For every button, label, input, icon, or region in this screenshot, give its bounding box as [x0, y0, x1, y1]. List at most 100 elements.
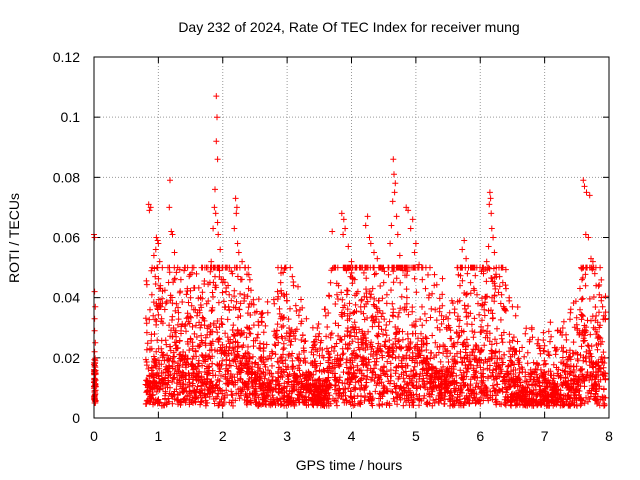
data-point	[362, 222, 369, 229]
chart-title: Day 232 of 2024, Rate Of TEC Index for r…	[178, 19, 519, 35]
data-point	[150, 312, 157, 319]
data-point	[407, 225, 414, 232]
data-point	[483, 258, 490, 265]
data-point	[485, 243, 492, 250]
data-point	[166, 204, 173, 211]
data-point	[488, 210, 495, 217]
data-point	[303, 315, 310, 322]
data-point	[380, 279, 387, 286]
data-point	[277, 279, 284, 286]
data-point	[387, 240, 394, 247]
data-point	[396, 252, 403, 259]
data-point	[393, 213, 400, 220]
data-point	[535, 336, 542, 343]
data-point	[168, 228, 175, 235]
data-point	[488, 225, 495, 232]
data-point	[412, 240, 419, 247]
data-point	[374, 255, 381, 262]
data-point	[233, 204, 240, 211]
data-point	[411, 249, 418, 256]
data-point	[289, 273, 296, 280]
data-point	[91, 234, 98, 241]
data-point	[432, 306, 439, 313]
data-point	[541, 342, 548, 349]
data-point	[91, 315, 98, 322]
data-point	[367, 240, 374, 247]
data-point	[464, 270, 471, 277]
data-point	[548, 333, 555, 340]
data-point	[486, 189, 493, 196]
data-point	[459, 246, 466, 253]
data-point	[148, 291, 155, 298]
data-point	[156, 258, 163, 265]
data-point	[208, 258, 215, 265]
data-point	[389, 198, 396, 205]
data-point	[215, 231, 222, 238]
data-point	[153, 234, 160, 241]
data-point	[316, 330, 323, 337]
data-point	[487, 195, 494, 202]
x-tick-label: 0	[90, 428, 98, 444]
data-point	[581, 183, 588, 190]
data-point	[422, 285, 429, 292]
data-point	[329, 228, 336, 235]
data-point	[512, 312, 519, 319]
data-point	[585, 234, 592, 241]
y-axis-label: ROTI / TECUs	[6, 193, 22, 283]
x-tick-label: 3	[283, 428, 291, 444]
data-point	[155, 240, 162, 247]
data-point	[210, 225, 217, 232]
data-point	[147, 306, 153, 313]
data-point	[167, 177, 173, 184]
data-point	[348, 258, 355, 265]
data-point	[226, 291, 233, 298]
data-point	[419, 276, 426, 283]
data-point	[146, 207, 153, 214]
data-point	[373, 270, 379, 277]
tick-labels: 0 1 2 3 4 5 6 7 8 0 0.02 0.04 0.06 0.08 0.1 0.12	[53, 49, 613, 444]
data-point	[203, 300, 210, 307]
data-point	[92, 339, 99, 346]
y-tick-label: 0.06	[53, 230, 80, 246]
data-point	[390, 156, 397, 163]
data-point	[194, 312, 200, 319]
data-point	[582, 231, 589, 238]
data-point-cloud	[91, 264, 609, 409]
data-point	[214, 219, 221, 226]
data-point	[147, 204, 154, 211]
data-point	[438, 312, 445, 319]
data-point	[577, 306, 583, 313]
x-tick-label: 8	[605, 428, 613, 444]
data-point	[213, 93, 220, 100]
y-tick-label: 0.1	[61, 109, 81, 125]
y-tick-label: 0.04	[53, 290, 80, 306]
data-point	[409, 216, 416, 223]
data-point	[212, 210, 219, 217]
data-point	[233, 210, 240, 217]
data-point	[366, 234, 373, 241]
data-point	[150, 252, 157, 259]
data-point	[586, 192, 593, 199]
data-point	[152, 246, 159, 253]
data-point	[583, 189, 590, 196]
data-point	[197, 324, 204, 331]
data-point	[274, 288, 281, 295]
data-point	[467, 279, 474, 286]
x-tick-label: 2	[219, 428, 227, 444]
data-point	[509, 303, 516, 310]
data-point	[92, 303, 99, 310]
grid-lines	[94, 57, 609, 418]
y-tick-label: 0.08	[53, 169, 80, 185]
data-point	[486, 201, 493, 208]
data-point	[491, 249, 498, 256]
data-point	[405, 207, 412, 214]
data-point	[177, 276, 184, 283]
data-point	[211, 204, 218, 211]
data-point	[463, 255, 470, 262]
data-point	[264, 309, 271, 316]
data-point	[231, 225, 238, 232]
x-tick-label: 7	[541, 428, 549, 444]
data-point	[490, 234, 497, 241]
data-point	[364, 213, 371, 220]
